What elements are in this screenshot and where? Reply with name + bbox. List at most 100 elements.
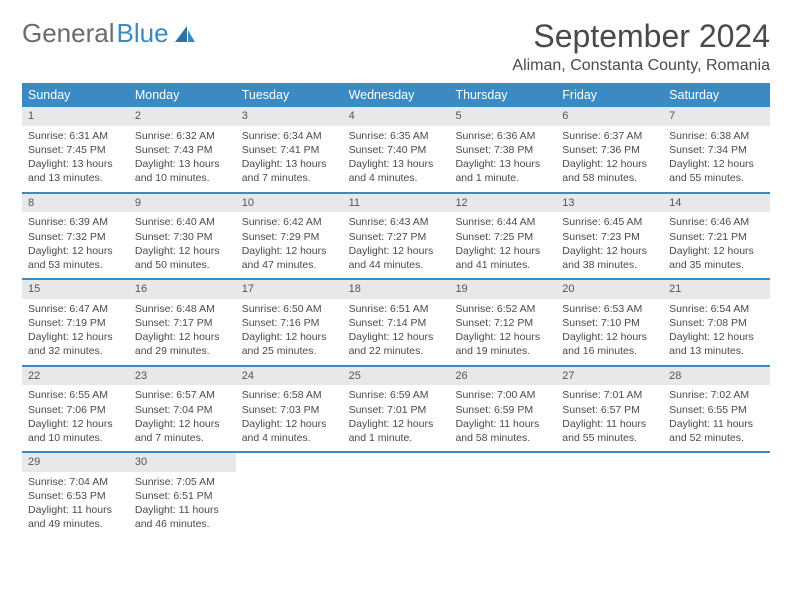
day-d1: Daylight: 11 hours [562, 417, 657, 431]
dayname-header: Wednesday [343, 83, 450, 107]
day-d2: and 19 minutes. [455, 344, 550, 358]
day-d1: Daylight: 12 hours [349, 244, 444, 258]
day-ss: Sunset: 6:59 PM [455, 403, 550, 417]
day-body: Sunrise: 6:53 AMSunset: 7:10 PMDaylight:… [556, 299, 663, 365]
day-body: Sunrise: 6:55 AMSunset: 7:06 PMDaylight:… [22, 385, 129, 451]
day-body: Sunrise: 6:43 AMSunset: 7:27 PMDaylight:… [343, 212, 450, 278]
day-d2: and 10 minutes. [28, 431, 123, 445]
day-number: 22 [22, 367, 129, 386]
day-number: 15 [22, 280, 129, 299]
calendar-day: 7Sunrise: 6:38 AMSunset: 7:34 PMDaylight… [663, 107, 770, 192]
dayname-header: Saturday [663, 83, 770, 107]
day-ss: Sunset: 7:41 PM [242, 143, 337, 157]
day-d2: and 58 minutes. [562, 171, 657, 185]
calendar-day: 6Sunrise: 6:37 AMSunset: 7:36 PMDaylight… [556, 107, 663, 192]
calendar-day: 22Sunrise: 6:55 AMSunset: 7:06 PMDayligh… [22, 367, 129, 452]
day-sr: Sunrise: 6:31 AM [28, 129, 123, 143]
day-body: Sunrise: 6:32 AMSunset: 7:43 PMDaylight:… [129, 126, 236, 192]
day-sr: Sunrise: 6:53 AM [562, 302, 657, 316]
calendar-day [343, 453, 450, 538]
day-sr: Sunrise: 6:52 AM [455, 302, 550, 316]
day-body: Sunrise: 7:00 AMSunset: 6:59 PMDaylight:… [449, 385, 556, 451]
calendar-day: 5Sunrise: 6:36 AMSunset: 7:38 PMDaylight… [449, 107, 556, 192]
day-body: Sunrise: 6:38 AMSunset: 7:34 PMDaylight:… [663, 126, 770, 192]
calendar-day: 27Sunrise: 7:01 AMSunset: 6:57 PMDayligh… [556, 367, 663, 452]
day-d1: Daylight: 12 hours [669, 330, 764, 344]
day-number: 16 [129, 280, 236, 299]
day-d1: Daylight: 12 hours [455, 244, 550, 258]
month-title: September 2024 [512, 18, 770, 55]
dayname-header: Thursday [449, 83, 556, 107]
day-d1: Daylight: 12 hours [28, 417, 123, 431]
calendar-day: 29Sunrise: 7:04 AMSunset: 6:53 PMDayligh… [22, 453, 129, 538]
day-sr: Sunrise: 6:55 AM [28, 388, 123, 402]
day-d2: and 25 minutes. [242, 344, 337, 358]
day-d1: Daylight: 12 hours [135, 417, 230, 431]
day-ss: Sunset: 7:40 PM [349, 143, 444, 157]
day-body: Sunrise: 6:35 AMSunset: 7:40 PMDaylight:… [343, 126, 450, 192]
day-d1: Daylight: 12 hours [242, 330, 337, 344]
day-body: Sunrise: 6:51 AMSunset: 7:14 PMDaylight:… [343, 299, 450, 365]
day-body: Sunrise: 6:34 AMSunset: 7:41 PMDaylight:… [236, 126, 343, 192]
day-number: 9 [129, 194, 236, 213]
day-number: 26 [449, 367, 556, 386]
day-d2: and 58 minutes. [455, 431, 550, 445]
day-sr: Sunrise: 6:47 AM [28, 302, 123, 316]
day-ss: Sunset: 7:32 PM [28, 230, 123, 244]
calendar-day: 30Sunrise: 7:05 AMSunset: 6:51 PMDayligh… [129, 453, 236, 538]
calendar-week: 8Sunrise: 6:39 AMSunset: 7:32 PMDaylight… [22, 194, 770, 281]
day-ss: Sunset: 7:06 PM [28, 403, 123, 417]
day-sr: Sunrise: 6:54 AM [669, 302, 764, 316]
calendar-day: 1Sunrise: 6:31 AMSunset: 7:45 PMDaylight… [22, 107, 129, 192]
day-number: 6 [556, 107, 663, 126]
logo-sail-icon [173, 24, 197, 44]
calendar-day: 25Sunrise: 6:59 AMSunset: 7:01 PMDayligh… [343, 367, 450, 452]
day-sr: Sunrise: 6:45 AM [562, 215, 657, 229]
day-ss: Sunset: 7:45 PM [28, 143, 123, 157]
day-number: 25 [343, 367, 450, 386]
day-body: Sunrise: 6:46 AMSunset: 7:21 PMDaylight:… [663, 212, 770, 278]
logo-text-blue: Blue [117, 18, 169, 49]
calendar-day: 13Sunrise: 6:45 AMSunset: 7:23 PMDayligh… [556, 194, 663, 279]
day-sr: Sunrise: 6:57 AM [135, 388, 230, 402]
day-sr: Sunrise: 6:38 AM [669, 129, 764, 143]
day-number: 29 [22, 453, 129, 472]
day-d1: Daylight: 12 hours [669, 244, 764, 258]
day-d1: Daylight: 13 hours [349, 157, 444, 171]
calendar-day: 16Sunrise: 6:48 AMSunset: 7:17 PMDayligh… [129, 280, 236, 365]
day-body: Sunrise: 6:37 AMSunset: 7:36 PMDaylight:… [556, 126, 663, 192]
day-number: 2 [129, 107, 236, 126]
day-body: Sunrise: 6:57 AMSunset: 7:04 PMDaylight:… [129, 385, 236, 451]
day-d1: Daylight: 12 hours [349, 417, 444, 431]
day-sr: Sunrise: 7:05 AM [135, 475, 230, 489]
day-number: 14 [663, 194, 770, 213]
calendar-day [236, 453, 343, 538]
day-d2: and 55 minutes. [669, 171, 764, 185]
day-d2: and 1 minute. [455, 171, 550, 185]
calendar-day: 20Sunrise: 6:53 AMSunset: 7:10 PMDayligh… [556, 280, 663, 365]
header: GeneralBlue September 2024 Aliman, Const… [22, 18, 770, 75]
calendar-day: 24Sunrise: 6:58 AMSunset: 7:03 PMDayligh… [236, 367, 343, 452]
day-d1: Daylight: 12 hours [455, 330, 550, 344]
day-d2: and 53 minutes. [28, 258, 123, 272]
day-sr: Sunrise: 6:58 AM [242, 388, 337, 402]
calendar-day: 18Sunrise: 6:51 AMSunset: 7:14 PMDayligh… [343, 280, 450, 365]
day-d1: Daylight: 11 hours [669, 417, 764, 431]
day-number: 11 [343, 194, 450, 213]
day-number: 1 [22, 107, 129, 126]
day-number: 4 [343, 107, 450, 126]
day-number: 5 [449, 107, 556, 126]
calendar-day [556, 453, 663, 538]
day-ss: Sunset: 7:23 PM [562, 230, 657, 244]
calendar-week: 15Sunrise: 6:47 AMSunset: 7:19 PMDayligh… [22, 280, 770, 367]
calendar: SundayMondayTuesdayWednesdayThursdayFrid… [22, 83, 770, 538]
day-d1: Daylight: 12 hours [669, 157, 764, 171]
day-d1: Daylight: 12 hours [562, 157, 657, 171]
calendar-day: 9Sunrise: 6:40 AMSunset: 7:30 PMDaylight… [129, 194, 236, 279]
calendar-day: 2Sunrise: 6:32 AMSunset: 7:43 PMDaylight… [129, 107, 236, 192]
day-body: Sunrise: 6:58 AMSunset: 7:03 PMDaylight:… [236, 385, 343, 451]
calendar-week: 22Sunrise: 6:55 AMSunset: 7:06 PMDayligh… [22, 367, 770, 454]
day-d2: and 44 minutes. [349, 258, 444, 272]
day-body: Sunrise: 6:45 AMSunset: 7:23 PMDaylight:… [556, 212, 663, 278]
day-body: Sunrise: 6:47 AMSunset: 7:19 PMDaylight:… [22, 299, 129, 365]
